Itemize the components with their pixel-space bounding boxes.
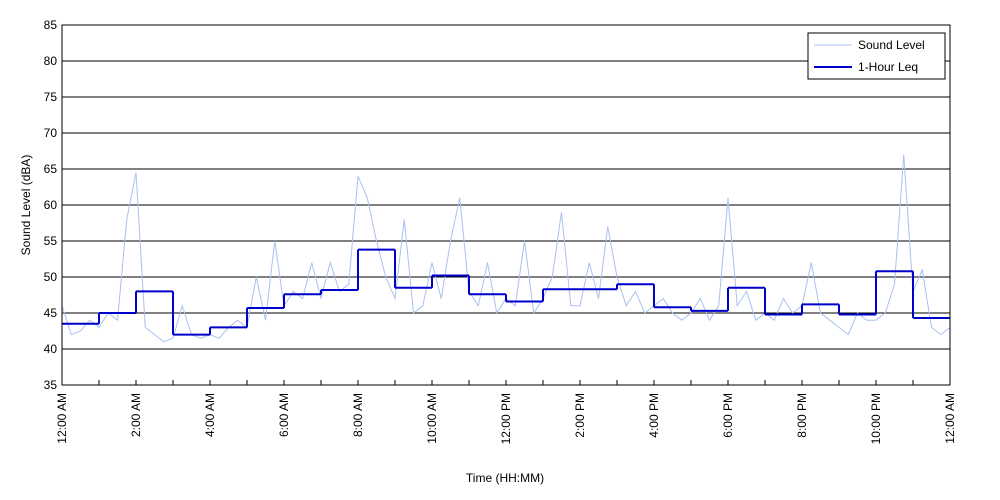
y-tick-label: 40 — [44, 342, 58, 356]
y-tick-label: 55 — [44, 234, 58, 248]
x-tick-label: 2:00 PM — [573, 393, 587, 438]
legend-label: Sound Level — [858, 38, 925, 52]
x-tick-label: 8:00 PM — [795, 393, 809, 438]
plot-frame — [61, 24, 951, 386]
y-tick-label: 45 — [44, 306, 58, 320]
x-axis-label: Time (HH:MM) — [466, 471, 544, 485]
y-tick-label: 85 — [44, 18, 58, 32]
x-tick-label: 8:00 AM — [351, 393, 365, 437]
x-tick-label: 4:00 PM — [647, 393, 661, 438]
x-tick-label: 2:00 AM — [129, 393, 143, 437]
x-tick-label: 10:00 AM — [425, 393, 439, 444]
x-tick-label: 12:00 PM — [499, 393, 513, 444]
y-axis-label: Sound Level (dBA) — [19, 155, 33, 256]
x-tick-label: 4:00 AM — [203, 393, 217, 437]
x-tick-label: 10:00 PM — [869, 393, 883, 444]
x-tick-label: 6:00 PM — [721, 393, 735, 438]
y-tick-label: 60 — [44, 198, 58, 212]
y-tick-label: 75 — [44, 90, 58, 104]
x-tick-label: 6:00 AM — [277, 393, 291, 437]
legend-label: 1-Hour Leq — [858, 60, 918, 74]
x-tick-label: 12:00 AM — [943, 393, 957, 444]
y-tick-label: 50 — [44, 270, 58, 284]
y-tick-label: 65 — [44, 162, 58, 176]
y-tick-label: 80 — [44, 54, 58, 68]
x-tick-label: 12:00 AM — [55, 393, 69, 444]
y-tick-label: 70 — [44, 126, 58, 140]
y-tick-label: 35 — [44, 378, 58, 392]
legend-box — [807, 32, 946, 80]
